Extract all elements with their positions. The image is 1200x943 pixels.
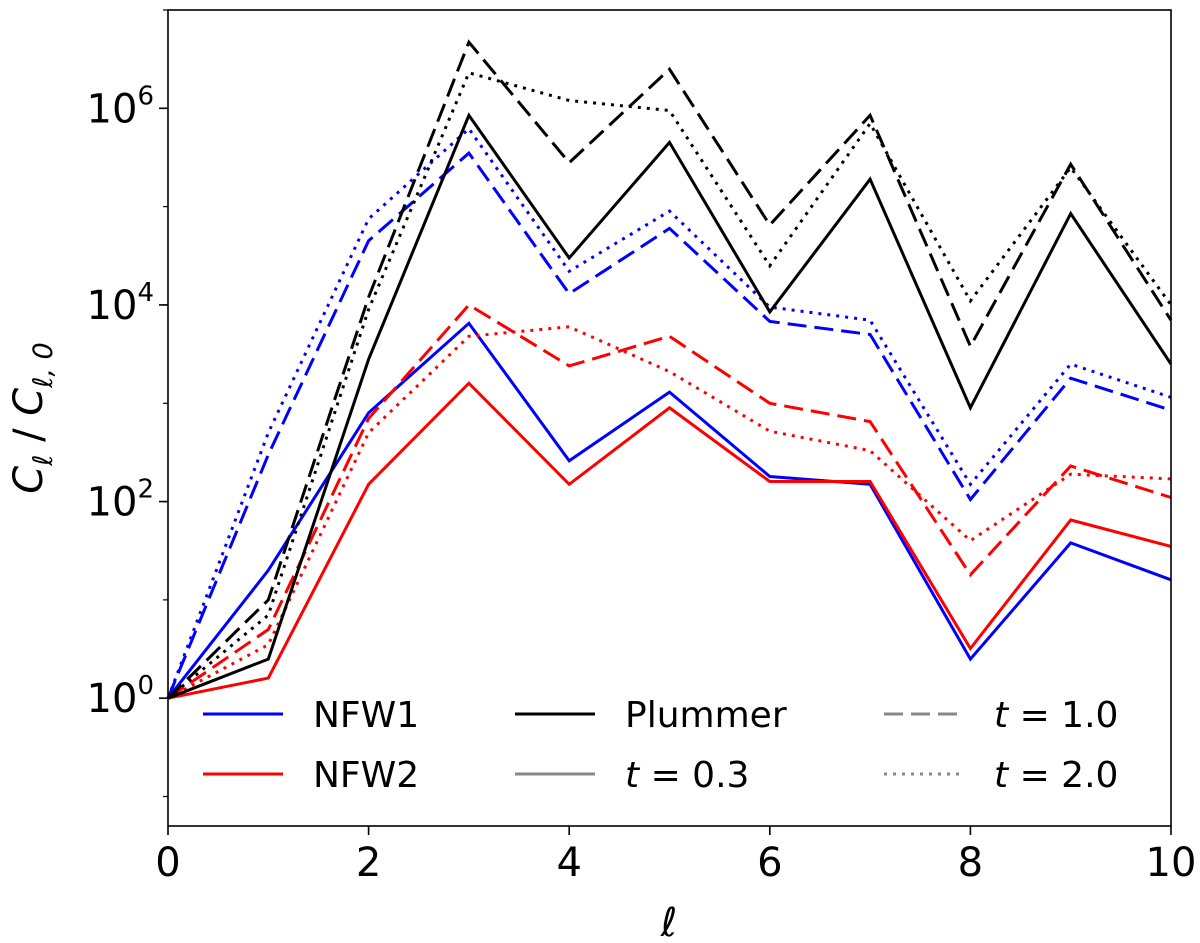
y-tick-label: 104: [87, 278, 154, 329]
x-tick-label: 10: [1146, 840, 1197, 886]
series-line-plummer-t-0-3: [167, 112, 1173, 700]
x-axis: 0 2 4 6 8 10: [155, 826, 1196, 886]
legend-label: NFW2: [313, 755, 419, 796]
legend: NFW1 NFW2 Plummer t = 0.3 t = 1.0 t = 2.0: [203, 695, 1118, 796]
x-tick-label: 2: [356, 840, 381, 886]
y-label-main-2: C: [6, 388, 52, 416]
x-tick-label: 6: [757, 840, 782, 886]
legend-label: NFW1: [313, 695, 419, 736]
legend-label: t = 1.0: [994, 695, 1118, 736]
x-tick-label: 4: [556, 840, 581, 886]
series-line-nfw2-t-1-0: [167, 302, 1172, 700]
y-tick-label: 102: [87, 475, 154, 526]
series-line-nfw1-t-0-3: [166, 321, 1172, 700]
series-line-plummer-t-2-0: [167, 71, 1173, 700]
y-label-sub: ℓ: [28, 455, 59, 467]
series-line-nfw1-t-2-0: [166, 126, 1172, 699]
series-line-nfw2-t-2-0: [167, 325, 1172, 700]
x-axis-label: ℓ: [660, 900, 678, 943]
plot-frame: [167, 9, 1172, 827]
y-label-main: C: [6, 466, 52, 494]
legend-label: t = 0.3: [625, 755, 749, 796]
series-line-nfw1-t-1-0: [166, 150, 1172, 699]
y-axis-label: Cℓ / Cℓ, 0: [6, 342, 59, 493]
x-tick-label: 0: [155, 840, 180, 886]
x-tick-label: 8: [958, 840, 983, 886]
y-label-sep: /: [6, 416, 52, 455]
y-label-sub-2: ℓ, 0: [28, 342, 59, 389]
y-tick-label: 106: [87, 81, 154, 132]
y-axis: 100 102 104 106: [87, 9, 168, 798]
series-line-plummer-t-1-0: [166, 39, 1173, 700]
legend-label: Plummer: [625, 695, 787, 736]
series-line-nfw2-t-0-3: [167, 381, 1172, 700]
legend-label: t = 2.0: [994, 755, 1118, 796]
y-tick-label: 100: [87, 671, 154, 722]
series-layer: [166, 39, 1173, 700]
